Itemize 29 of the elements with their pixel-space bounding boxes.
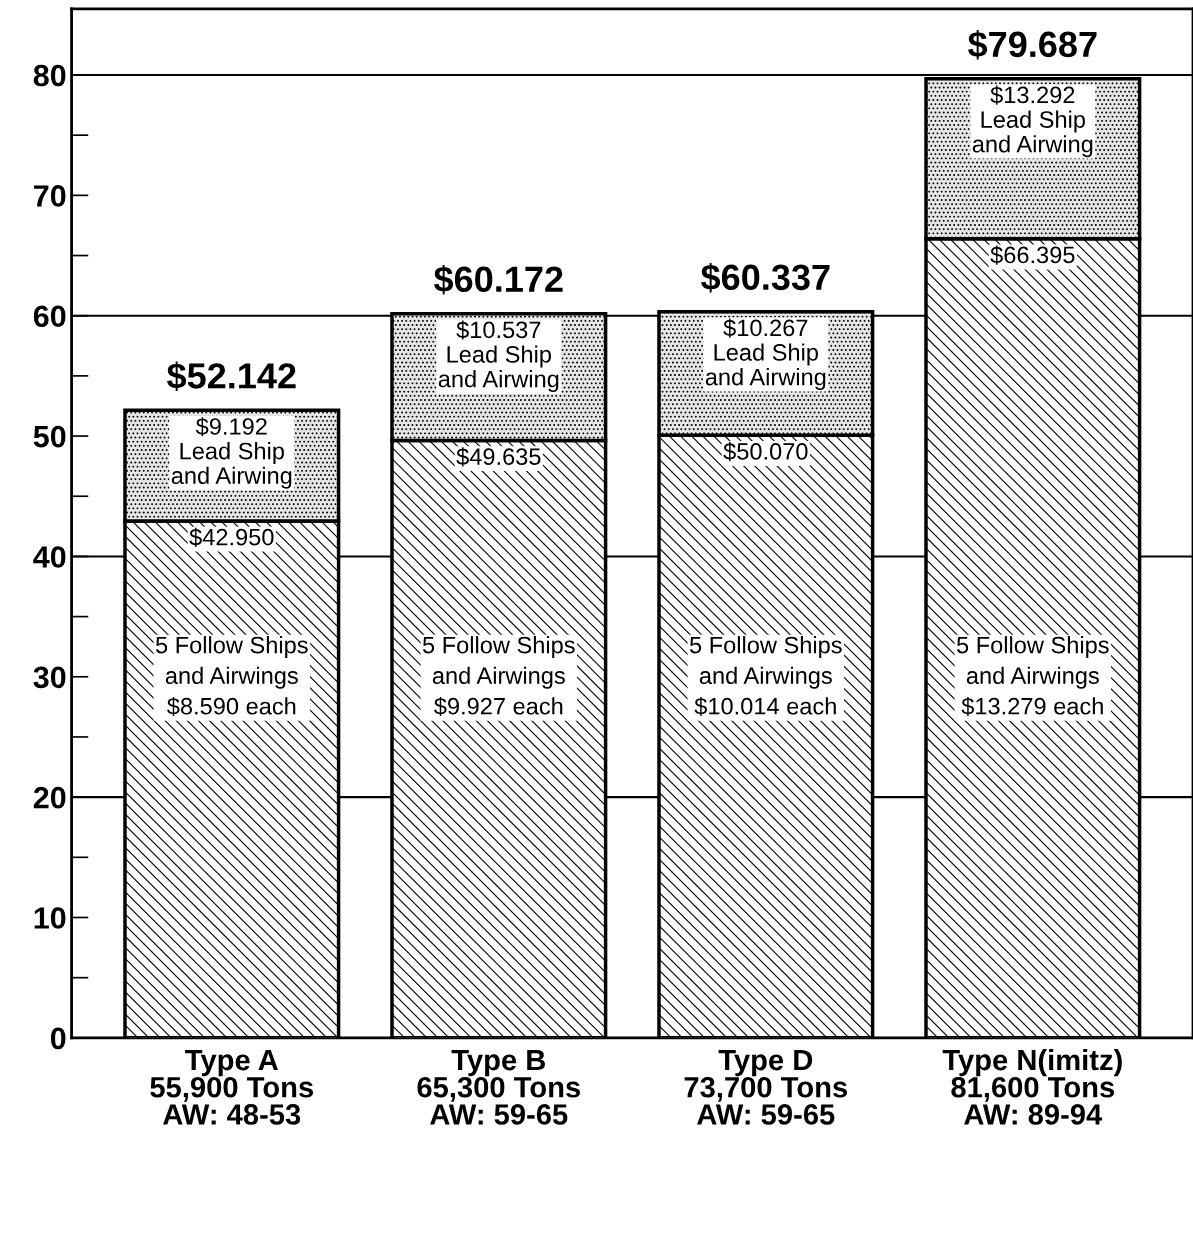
x-tick-label: Type B 65,300 Tons AW: 59-65 <box>417 1050 581 1125</box>
x-tick-label: Type D 73,700 Tons AW: 59-65 <box>684 1050 848 1125</box>
total-label: $60.172 <box>434 264 563 295</box>
y-tick-label: 0 <box>50 1027 66 1050</box>
x-tick-label: Type A 55,900 Tons AW: 48-53 <box>150 1050 314 1125</box>
y-tick-label: 70 <box>34 185 66 207</box>
y-tick-label: 60 <box>33 305 66 328</box>
data-label: $9.192 Lead Ship and Airwing <box>171 417 292 489</box>
y-tick-label: 80 <box>33 64 66 87</box>
data-label: $10.267 Lead Ship and Airwing <box>705 318 826 391</box>
total-label: $52.142 <box>167 361 296 392</box>
data-label: $13.292 Lead Ship and Airwing <box>972 85 1093 158</box>
data-label: $10.537 Lead Ship and Airwing <box>438 320 559 393</box>
data-label: $49.635 <box>456 447 541 467</box>
annotation: 5 Follow Ships and Airwings $9.927 each <box>422 636 575 716</box>
data-label: $50.070 <box>723 442 808 462</box>
y-tick-label: 40 <box>33 546 66 568</box>
y-tick-label: 20 <box>33 786 66 809</box>
y-tick-label: 10 <box>34 907 66 929</box>
annotation: 5 Follow Ships and Airwings $8.590 each <box>155 636 308 716</box>
total-label: $60.337 <box>701 262 830 293</box>
total-label: $79.687 <box>968 30 1097 60</box>
annotation: 5 Follow Ships and Airwings $13.279 each <box>956 636 1109 716</box>
y-tick-label: 30 <box>33 666 66 689</box>
data-label: $42.950 <box>189 527 274 547</box>
x-tick-label: Type N(imitz) 81,600 Tons AW: 89-94 <box>942 1048 1122 1125</box>
data-label: $66.395 <box>990 245 1075 265</box>
y-tick-label: 50 <box>33 425 66 448</box>
annotation: 5 Follow Ships and Airwings $10.014 each <box>689 636 842 716</box>
